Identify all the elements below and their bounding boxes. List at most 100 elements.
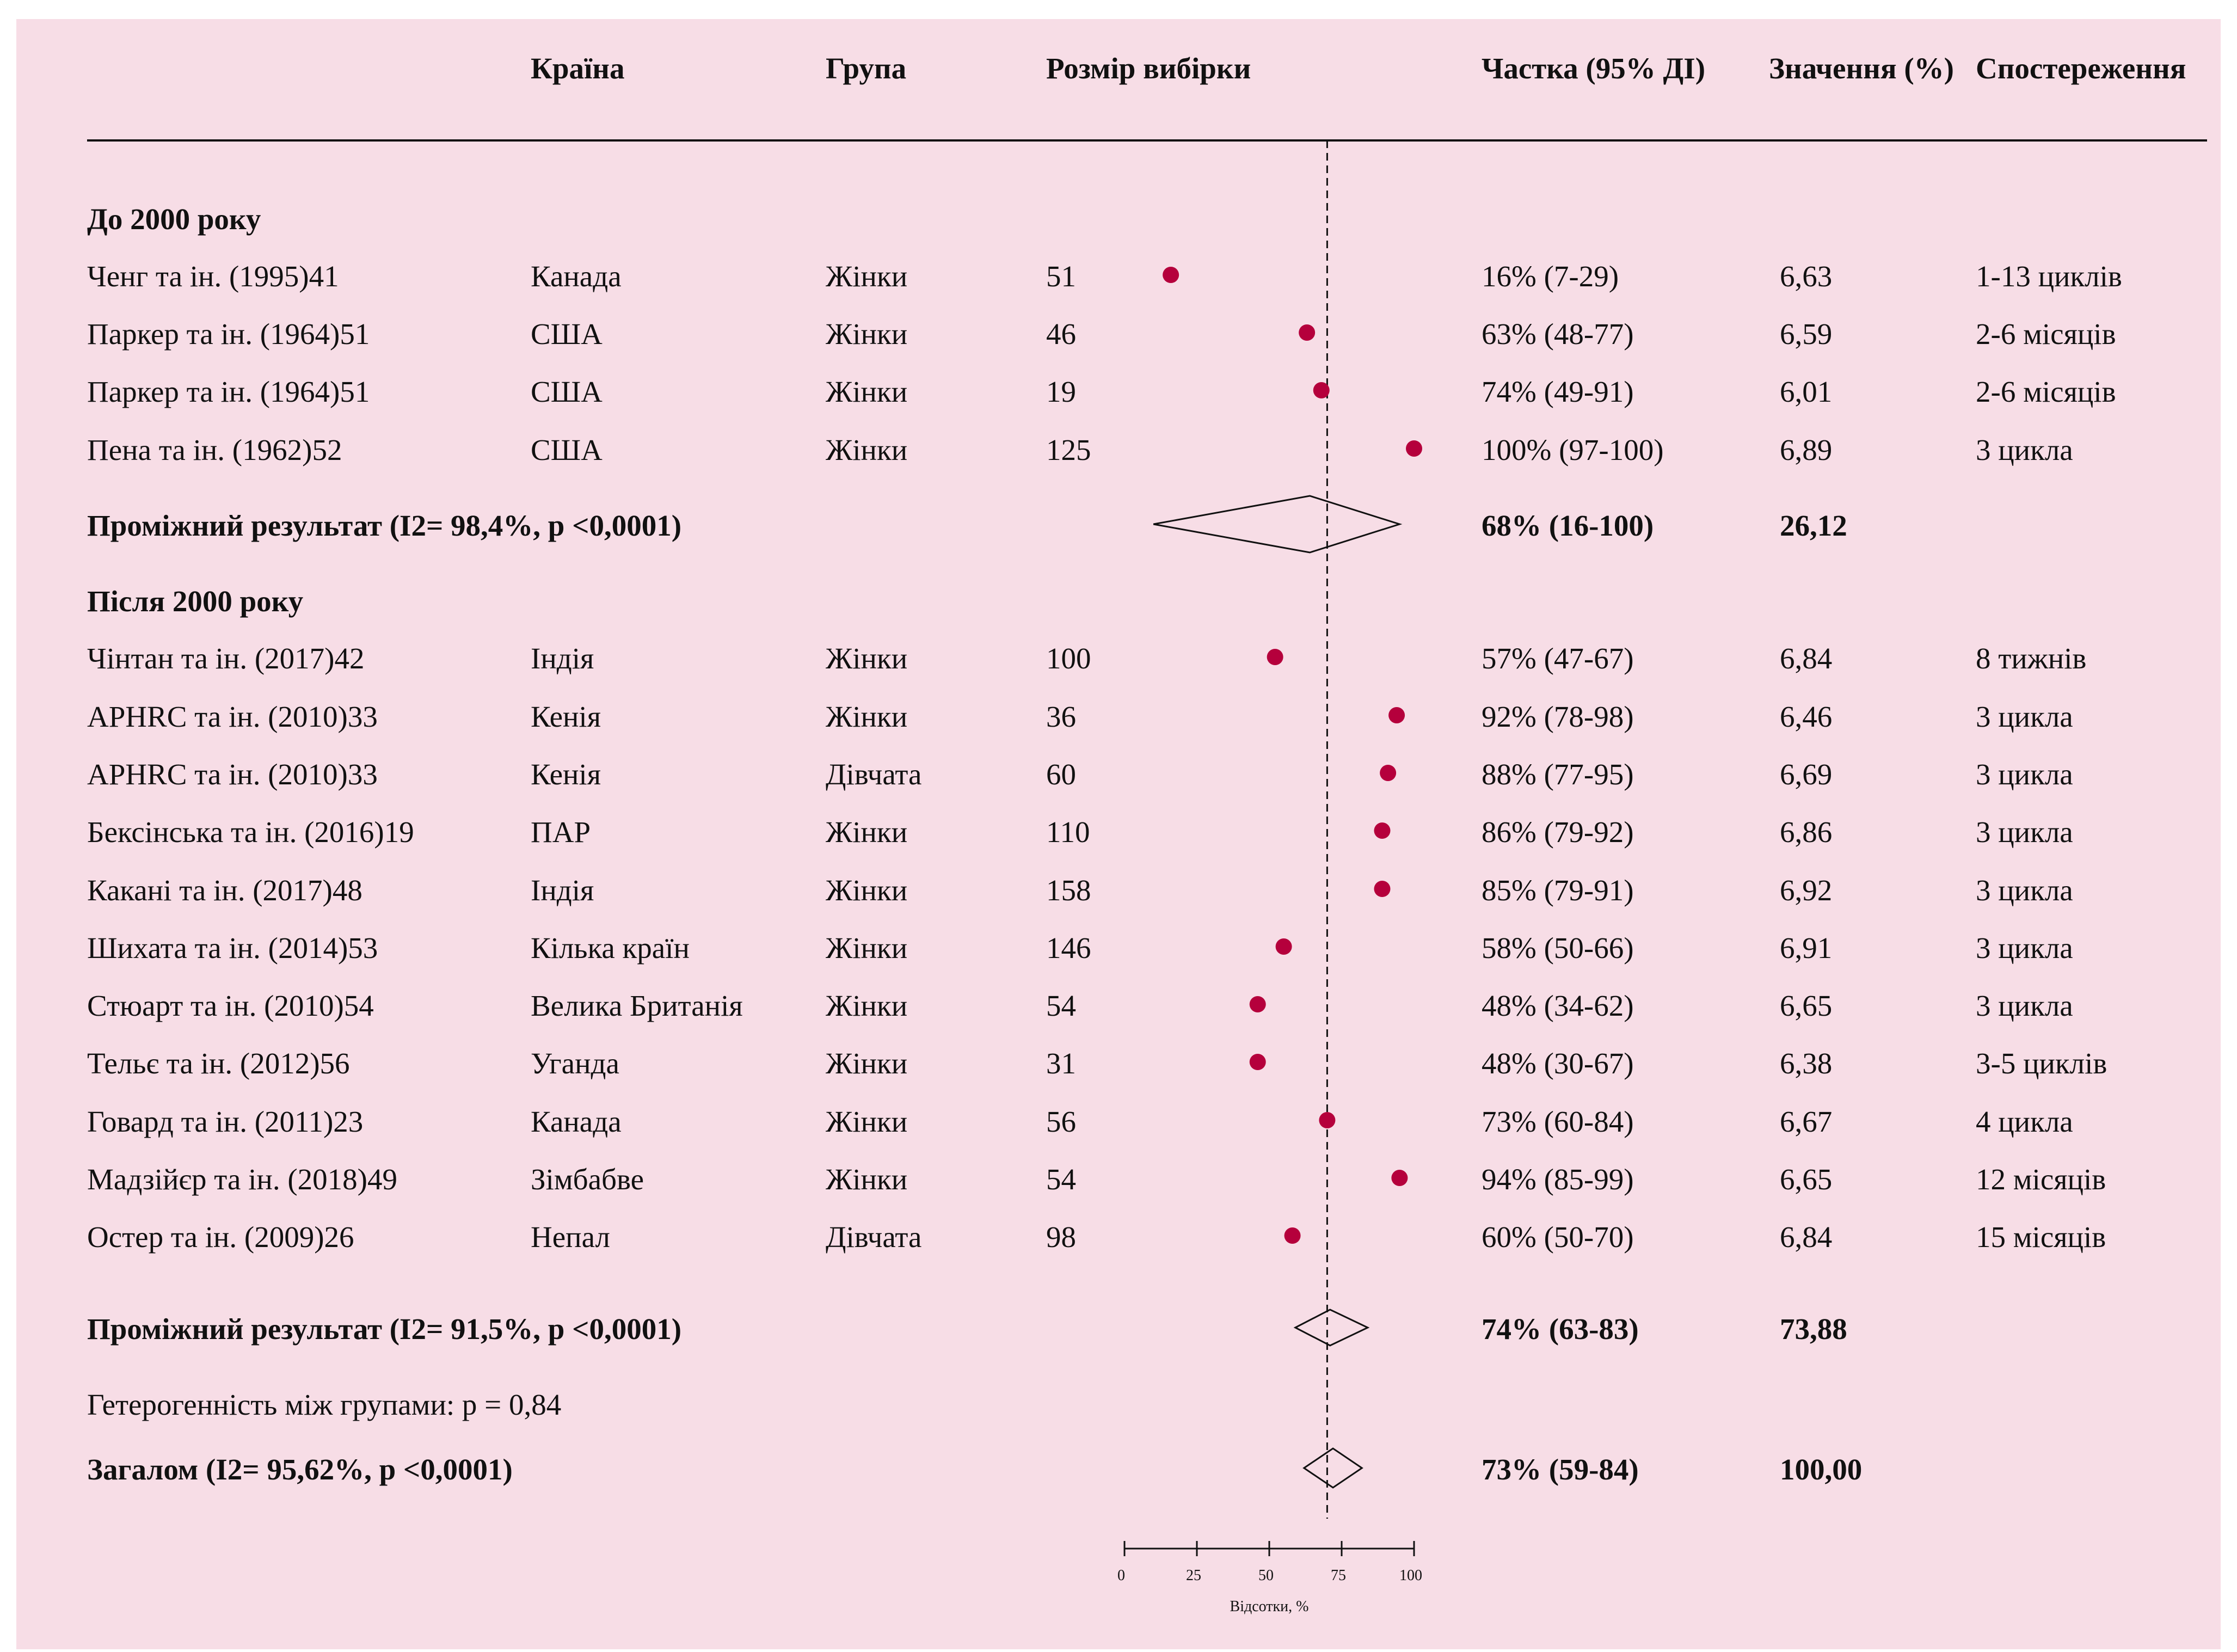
study-point: [1275, 938, 1292, 955]
x-tick-label: 0: [1117, 1567, 1125, 1584]
study-label: Пена та ін. (1962)52: [87, 433, 342, 466]
subtotal-proportion: 68% (16-100): [1482, 509, 1654, 542]
heterogeneity-text: Гетерогенність між групами: p = 0,84: [87, 1388, 562, 1421]
weight-cell: 6,69: [1780, 758, 1833, 791]
group-cell: Жінки: [826, 1047, 908, 1080]
study-label: Ченг та ін. (1995)41: [87, 260, 339, 293]
proportion-cell: 88% (77-95): [1482, 758, 1634, 791]
proportion-cell: 92% (78-98): [1482, 700, 1634, 733]
country-cell: США: [531, 375, 603, 408]
observation-cell: 3 цикла: [1976, 433, 2073, 466]
proportion-cell: 100% (97-100): [1482, 433, 1664, 466]
study-label: Остер та ін. (2009)26: [87, 1220, 354, 1254]
country-cell: Канада: [531, 1105, 622, 1138]
subtotal-weight: 26,12: [1780, 509, 1847, 542]
study-point: [1388, 707, 1405, 723]
subtotal-label: Проміжний результат (I2= 98,4%, p <0,000…: [87, 509, 682, 542]
study-point: [1163, 267, 1179, 283]
x-axis-title: Відсотки, %: [1230, 1598, 1309, 1615]
country-cell: Кілька країн: [531, 931, 690, 965]
country-cell: Кенія: [531, 700, 601, 733]
proportion-cell: 86% (79-92): [1482, 815, 1634, 849]
country-cell: ПАР: [531, 815, 591, 849]
weight-cell: 6,91: [1780, 931, 1833, 965]
group-cell: Жінки: [826, 989, 908, 1022]
figure-panel: [16, 19, 2221, 1649]
proportion-cell: 63% (48-77): [1482, 317, 1634, 351]
country-cell: Зімбабве: [531, 1163, 644, 1196]
sample-size-cell: 36: [1046, 700, 1076, 733]
weight-cell: 6,59: [1780, 317, 1833, 351]
sample-size-cell: 60: [1046, 758, 1076, 791]
header-proportion: Частка (95% ДІ): [1482, 52, 1706, 85]
study-point: [1249, 1054, 1266, 1070]
observation-cell: 3 цикла: [1976, 815, 2073, 849]
weight-cell: 6,89: [1780, 433, 1833, 466]
group-cell: Жінки: [826, 433, 908, 466]
study-label: Чінтан та ін. (2017)42: [87, 642, 365, 675]
x-tick-label: 100: [1399, 1567, 1422, 1584]
proportion-cell: 85% (79-91): [1482, 874, 1634, 907]
group-cell: Жінки: [826, 874, 908, 907]
section-title-after-2000: Після 2000 року: [87, 585, 304, 618]
subtotal-proportion: 74% (63-83): [1482, 1312, 1639, 1346]
group-cell: Жінки: [826, 1105, 908, 1138]
country-cell: Уганда: [531, 1047, 619, 1080]
sample-size-cell: 31: [1046, 1047, 1076, 1080]
header-observation: Спостереження: [1976, 52, 2186, 85]
summary-diamond: [1293, 1309, 1370, 1347]
overall-weight: 100,00: [1780, 1453, 1863, 1486]
sample-size-cell: 125: [1046, 433, 1091, 466]
proportion-cell: 60% (50-70): [1482, 1220, 1634, 1254]
header-sample-size: Розмір вибірки: [1046, 52, 1251, 85]
weight-cell: 6,67: [1780, 1105, 1833, 1138]
proportion-cell: 58% (50-66): [1482, 931, 1634, 965]
weight-cell: 6,65: [1780, 989, 1833, 1022]
study-point: [1374, 881, 1391, 897]
study-label: Бексінська та ін. (2016)19: [87, 815, 414, 849]
proportion-cell: 57% (47-67): [1482, 642, 1634, 675]
study-point: [1299, 324, 1316, 341]
header-weight: Значення (%): [1769, 52, 1954, 85]
country-cell: США: [531, 317, 603, 351]
study-point: [1374, 822, 1391, 839]
country-cell: Кенія: [531, 758, 601, 791]
weight-cell: 6,01: [1780, 375, 1833, 408]
sample-size-cell: 110: [1046, 815, 1090, 849]
study-point: [1249, 996, 1266, 1012]
weight-cell: 6,84: [1780, 1220, 1833, 1254]
header-rule: [87, 139, 2207, 142]
study-label: Говард та ін. (2011)23: [87, 1105, 364, 1138]
overall-proportion: 73% (59-84): [1482, 1453, 1639, 1486]
group-cell: Жінки: [826, 642, 908, 675]
observation-cell: 8 тижнів: [1976, 642, 2087, 675]
study-label: Тельє та ін. (2012)56: [87, 1047, 350, 1080]
subtotal-label: Проміжний результат (I2= 91,5%, p <0,000…: [87, 1312, 682, 1346]
group-cell: Жінки: [826, 931, 908, 965]
country-cell: Непал: [531, 1220, 610, 1254]
study-label: APHRC та ін. (2010)33: [87, 700, 378, 733]
group-cell: Дівчата: [826, 758, 922, 791]
summary-diamond: [1153, 495, 1403, 554]
weight-cell: 6,38: [1780, 1047, 1833, 1080]
observation-cell: 1-13 циклів: [1976, 260, 2122, 293]
observation-cell: 2-6 місяців: [1976, 375, 2116, 408]
sample-size-cell: 98: [1046, 1220, 1076, 1254]
study-label: Шихата та ін. (2014)53: [87, 931, 378, 965]
study-label: Паркер та ін. (1964)51: [87, 375, 370, 408]
group-cell: Жінки: [826, 260, 908, 293]
study-point: [1319, 1112, 1336, 1128]
sample-size-cell: 19: [1046, 375, 1076, 408]
study-label: APHRC та ін. (2010)33: [87, 758, 378, 791]
sample-size-cell: 146: [1046, 931, 1091, 965]
sample-size-cell: 100: [1046, 642, 1091, 675]
study-point: [1406, 440, 1422, 457]
weight-cell: 6,46: [1780, 700, 1833, 733]
group-cell: Дівчата: [826, 1220, 922, 1254]
header-country: Країна: [531, 52, 625, 85]
weight-cell: 6,65: [1780, 1163, 1833, 1196]
observation-cell: 3 цикла: [1976, 874, 2073, 907]
summary-diamond: [1302, 1447, 1363, 1489]
overall-label: Загалом (I2= 95,62%, p <0,0001): [87, 1453, 513, 1486]
